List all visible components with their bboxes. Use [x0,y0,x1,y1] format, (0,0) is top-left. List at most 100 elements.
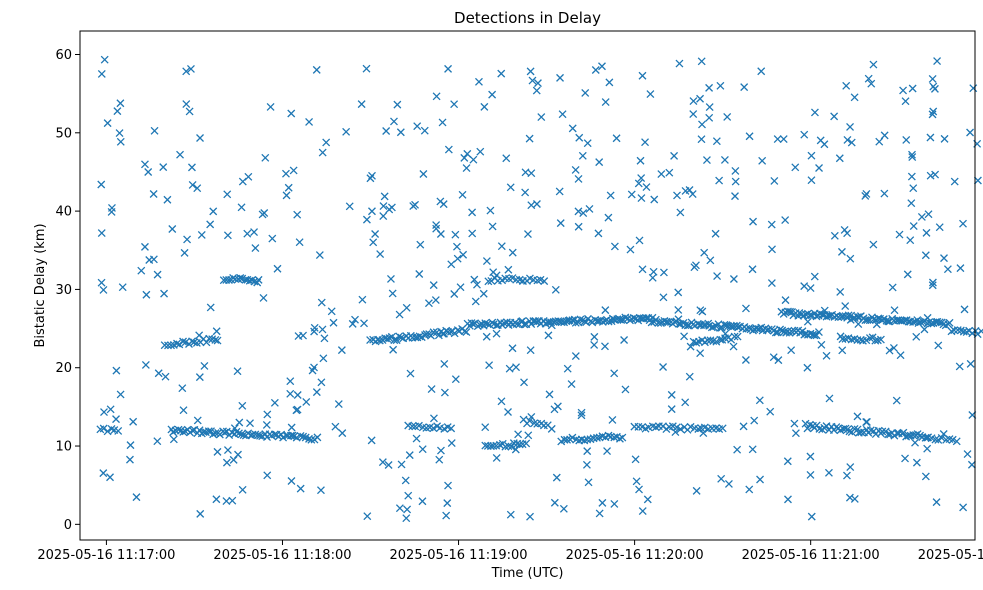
detection-marker [318,148,327,157]
detection-marker [945,318,954,327]
detection-marker [315,251,324,260]
detection-marker [316,486,325,495]
y-tick-label: 10 [55,440,72,455]
detection-marker [261,153,270,162]
detection-marker [598,62,606,71]
detection-marker [810,272,819,281]
detection-marker [901,97,910,106]
detection-marker [383,334,392,343]
detection-marker [544,331,553,340]
detection-marker [358,295,367,304]
detection-marker [100,408,108,417]
detection-marker [492,329,501,338]
detection-marker [144,168,153,176]
detection-marker [769,353,778,362]
detection-marker [149,255,158,264]
detection-marker [456,283,465,292]
detection-marker [741,356,750,364]
detection-marker [533,276,542,285]
detection-marker [533,79,542,88]
detection-marker [469,155,478,164]
detection-marker [501,442,510,451]
detection-marker [209,430,218,439]
detection-marker [806,452,815,461]
detection-marker [480,102,489,111]
detection-marker [258,210,267,219]
detection-marker [568,433,577,442]
detection-marker [618,433,627,442]
detection-marker [771,328,780,337]
detection-marker [801,419,810,428]
detection-marker [351,315,359,324]
detection-marker [357,100,366,109]
detection-marker [432,224,441,233]
detection-marker [235,418,244,427]
x-axis: 2025-05-16 11:17:00 2025-05-16 11:18:00 20… [37,540,983,563]
detection-marker [817,340,826,349]
detection-marker [685,186,694,194]
detection-marker [200,361,209,370]
detection-marker [674,315,683,324]
detection-marker [846,463,855,472]
detection-marker [453,254,462,263]
detection-marker [459,250,468,259]
detection-marker [605,78,614,87]
detection-marker [581,88,590,97]
detection-marker [360,319,368,328]
detection-marker [878,427,887,436]
detection-marker [429,328,438,337]
detection-marker [638,265,647,274]
detection-marker [810,108,819,117]
detection-marker [825,394,834,403]
detection-marker [282,169,290,178]
detection-marker [665,168,674,177]
detection-marker [470,275,479,284]
detection-marker [571,165,580,174]
detection-marker [375,336,384,345]
detection-marker [717,474,726,483]
detection-marker [911,438,919,447]
detection-marker [140,160,149,169]
detection-marker [768,245,776,254]
detection-marker [160,341,169,350]
detection-marker [866,426,875,435]
detection-marker [815,164,823,172]
detection-marker [460,153,469,162]
detection-marker [402,303,411,312]
detection-marker [411,200,420,209]
detection-marker [842,471,851,480]
detection-marker [681,398,690,407]
detection-marker [523,230,532,239]
detection-marker [532,200,541,208]
detection-marker [444,145,453,154]
detection-marker [820,140,829,149]
detection-marker [293,391,302,399]
detection-marker [450,100,459,109]
detection-marker [948,435,957,444]
detection-marker [263,410,272,419]
detection-marker [205,334,214,343]
detection-marker [310,323,319,332]
detection-marker [723,112,732,121]
detection-marker [502,154,511,163]
detection-marker [567,380,576,389]
detection-marker [709,337,718,345]
detection-marker [922,228,931,237]
detection-marker [223,190,232,199]
plot-frame [79,30,976,541]
detection-marker [505,364,514,373]
detection-marker [188,426,197,435]
detection-marker [667,390,676,399]
detection-marker [380,192,389,201]
detection-marker [429,424,438,433]
detection-marker [713,272,722,281]
detection-marker [966,128,975,137]
detection-marker [960,305,969,314]
detection-marker [748,445,757,454]
detection-marker [238,485,247,494]
detection-marker [800,130,809,139]
detection-marker [504,442,513,451]
detection-marker [939,430,948,438]
detection-marker [674,305,683,314]
detection-marker [585,204,594,213]
